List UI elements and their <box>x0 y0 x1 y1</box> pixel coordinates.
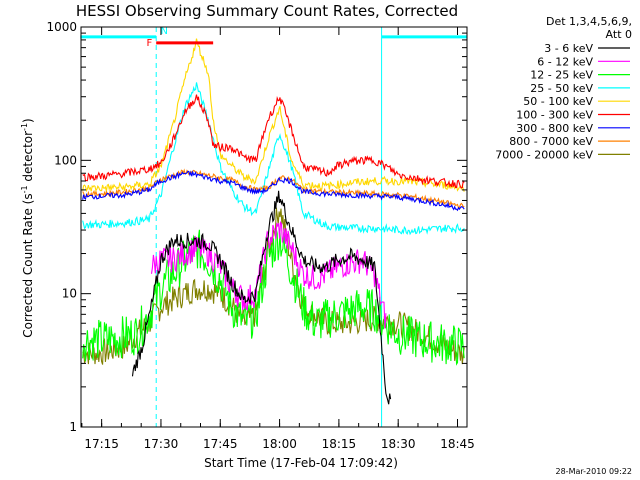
x-tick-label: 17:30 <box>144 437 179 451</box>
x-tick-label: 18:45 <box>440 437 475 451</box>
x-tick-label: 18:00 <box>262 437 297 451</box>
x-tick-label: 17:15 <box>84 437 119 451</box>
legend-header-2: Att 0 <box>606 28 632 41</box>
chart-title: HESSI Observing Summary Count Rates, Cor… <box>76 2 458 20</box>
series-line <box>82 82 465 236</box>
legend-label: 50 - 100 keV <box>523 95 593 108</box>
timestamp: 28-Mar-2010 09:22 <box>556 467 633 476</box>
n-label: N <box>160 26 167 37</box>
series-line <box>131 190 392 405</box>
x-tick-label: 17:45 <box>203 437 238 451</box>
series-line <box>82 94 465 189</box>
x-axis: 17:15 17:30 17:45 18:00 18:15 18:30 18:45 <box>81 27 475 451</box>
y-tick-label: 1000 <box>46 20 77 34</box>
series-line <box>82 170 465 212</box>
series-layer <box>82 38 465 405</box>
series-line <box>82 229 465 366</box>
legend-header-1: Det 1,3,4,5,6,9, <box>546 15 632 28</box>
plot-frame <box>80 26 468 428</box>
y-axis: 1 10 100 1000 <box>46 20 467 434</box>
legend-label: 800 - 7000 keV <box>509 135 593 148</box>
series-line <box>82 38 465 193</box>
y-tick-label: 100 <box>54 153 77 167</box>
legend-label: 12 - 25 keV <box>530 69 593 82</box>
x-tick-label: 18:15 <box>322 437 357 451</box>
legend-label: 7000 - 20000 keV <box>495 148 593 161</box>
legend-label: 300 - 800 keV <box>516 122 593 135</box>
series-line <box>150 220 387 329</box>
series-line <box>82 207 465 365</box>
legend-label: 25 - 50 keV <box>530 82 593 95</box>
y-tick-label: 1 <box>69 420 77 434</box>
y-tick-label: 10 <box>62 287 77 301</box>
legend-label: 3 - 6 keV <box>544 42 593 55</box>
x-axis-label: Start Time (17-Feb-04 17:09:42) <box>204 456 398 470</box>
legend-label: 100 - 300 keV <box>516 109 593 122</box>
annotations: FN <box>80 26 467 49</box>
y-axis-label: Corrected Count Rate (s-1 detector-1) <box>20 118 35 337</box>
f-label: F <box>146 38 152 49</box>
legend-label: 6 - 12 keV <box>537 55 593 68</box>
x-tick-label: 18:30 <box>381 437 416 451</box>
